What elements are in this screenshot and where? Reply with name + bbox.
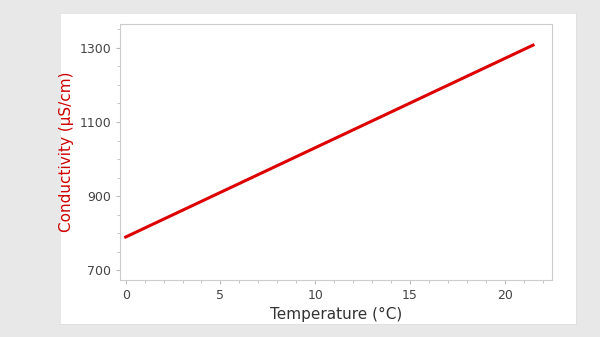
X-axis label: Temperature (°C): Temperature (°C) xyxy=(270,307,402,322)
Y-axis label: Conductivity (μS/cm): Conductivity (μS/cm) xyxy=(59,71,74,232)
